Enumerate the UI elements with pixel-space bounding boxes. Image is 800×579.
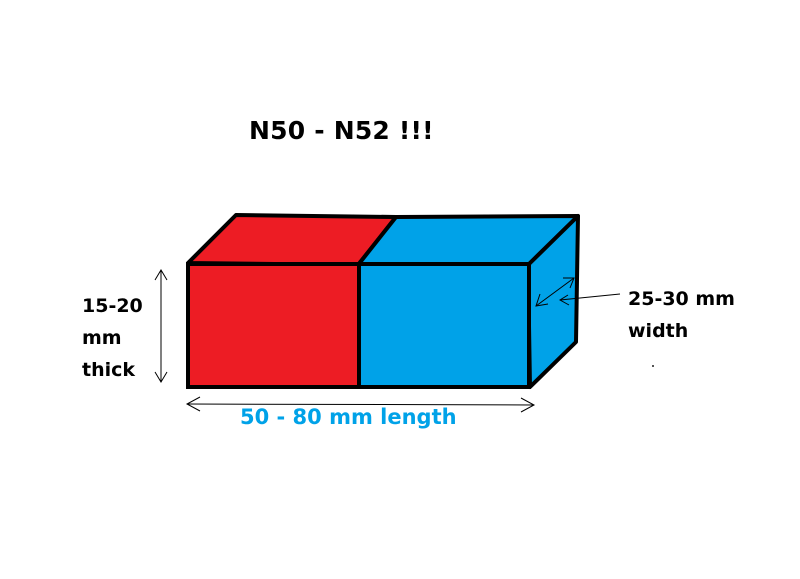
magnet-front-red — [186, 262, 361, 389]
thickness-label-line1: 15-20 — [82, 295, 143, 317]
width-label-line1: 25-30 mm — [628, 288, 735, 310]
width-leader-arrow — [559, 293, 621, 306]
width-label-line2: width — [628, 320, 689, 342]
length-label: 50 - 80 mm length — [240, 405, 457, 429]
thickness-label: 15-20 mm thick — [82, 290, 143, 386]
stray-dot — [652, 365, 654, 367]
length-arrow — [185, 396, 536, 413]
thickness-label-line3: thick — [82, 359, 136, 381]
width-arrow — [535, 277, 575, 307]
thickness-arrow — [154, 269, 168, 383]
magnet-grade-title: N50 - N52 !!! — [249, 116, 434, 145]
magnet-front-blue — [357, 262, 531, 389]
width-label: 25-30 mm width — [628, 283, 735, 347]
thickness-label-line2: mm — [82, 327, 122, 349]
